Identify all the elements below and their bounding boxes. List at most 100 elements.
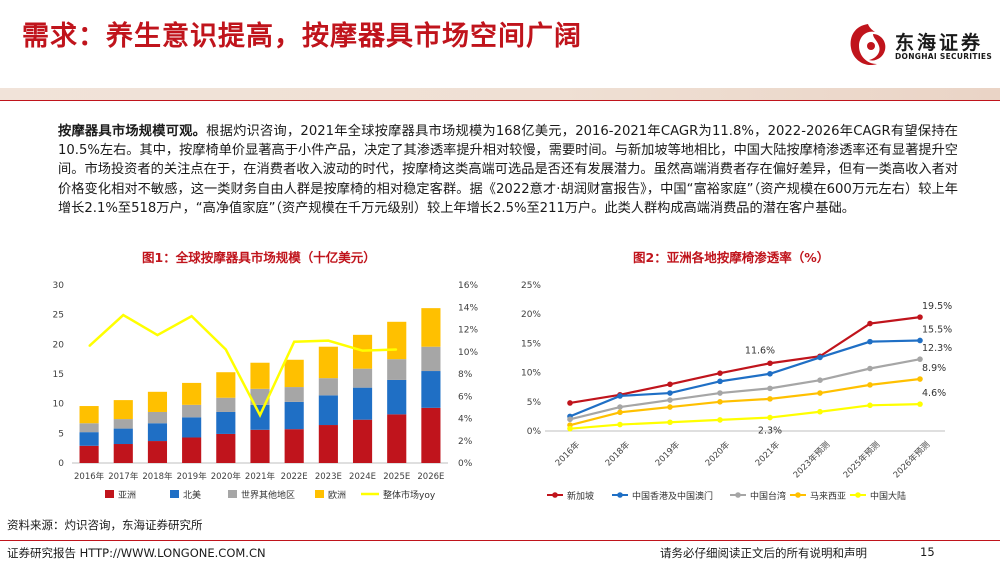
bar-segment — [113, 419, 133, 429]
bar-segment — [79, 432, 99, 446]
series-point — [717, 417, 723, 423]
legend-label: 亚洲 — [118, 490, 136, 501]
series-point — [817, 377, 823, 383]
bar-segment — [147, 441, 168, 463]
series-point — [917, 356, 923, 362]
logo-english-name: DONGHAI SECURITIES — [895, 52, 993, 61]
logo-chinese-name: 东海证券 — [895, 32, 984, 54]
bar-segment — [352, 419, 373, 463]
y-tick-label: 5% — [527, 398, 542, 408]
x-tick-label: 2022E — [281, 472, 308, 482]
series-point — [817, 390, 823, 396]
x-tick-label: 2020年 — [211, 471, 242, 482]
bar-segment — [216, 433, 236, 463]
series-point — [717, 390, 723, 396]
x-tick-label: 2024E — [349, 472, 376, 482]
y-tick-label: 25% — [521, 281, 541, 291]
yoy-point — [293, 341, 295, 343]
x-tick-label: 2021年 — [753, 439, 782, 468]
yoy-point — [362, 350, 364, 352]
x-tick-label: 2025年预测 — [841, 439, 882, 480]
page-number: 15 — [920, 545, 935, 559]
legend-swatch — [170, 490, 179, 498]
y-right-tick-label: 12% — [458, 326, 478, 336]
series-point — [567, 425, 573, 432]
x-tick-label: 2019年 — [653, 439, 682, 468]
y-right-tick-label: 16% — [458, 281, 478, 291]
data-label: 4.6% — [922, 388, 946, 399]
data-label: 19.5% — [922, 301, 952, 312]
x-tick-label: 2019年 — [177, 471, 208, 482]
series-point — [567, 400, 573, 406]
x-tick-label: 2026E — [417, 472, 444, 482]
legend-marker — [617, 492, 623, 498]
y-tick-label: 10% — [521, 369, 541, 379]
bar-segment — [216, 411, 236, 434]
legend-marker — [552, 492, 558, 498]
series-point — [617, 404, 623, 410]
bar-segment — [387, 379, 407, 415]
y-tick-label: 15% — [521, 339, 541, 349]
series-point — [867, 402, 873, 409]
bar-segment — [318, 378, 338, 396]
y-right-tick-label: 4% — [458, 415, 473, 425]
header-band — [0, 88, 1000, 100]
series-line — [569, 377, 921, 427]
series-line — [569, 316, 921, 405]
series-point — [917, 314, 923, 320]
series-line — [569, 403, 921, 430]
legend-swatch — [105, 490, 114, 498]
series-point — [767, 396, 773, 402]
yoy-point — [396, 349, 398, 351]
y-left-tick-label: 5 — [58, 429, 64, 439]
footer-disclaimer: 请务必仔细阅读正文后的所有说明和声明 — [660, 546, 867, 560]
series-point — [667, 381, 673, 388]
bar-segment — [352, 387, 373, 420]
x-tick-label: 2020年 — [703, 439, 732, 468]
legend-label: 中国大陆 — [870, 490, 906, 502]
legend-label: 中国香港及中国澳门 — [632, 490, 713, 502]
legend-marker — [855, 492, 861, 498]
series-point — [867, 320, 873, 327]
series-point — [817, 354, 823, 361]
data-label: 12.3% — [922, 343, 952, 354]
x-tick-label: 2025E — [383, 472, 410, 482]
series-point — [867, 382, 873, 388]
figure2-chart: 0% 5% 10% 15% 20% 25% 2016年 2018年 2019年 2020年 2021… — [521, 281, 952, 502]
data-label: 15.5% — [922, 324, 952, 335]
bar-segment — [147, 411, 168, 424]
bar-segment — [284, 429, 304, 463]
bar-segment — [284, 387, 304, 402]
bar-segment — [79, 445, 99, 463]
bar-segment — [284, 359, 304, 388]
bar-segment — [352, 368, 373, 388]
yoy-line — [88, 313, 397, 418]
bar-segment — [182, 404, 202, 418]
legend-marker — [795, 492, 801, 498]
y-right-tick-label: 10% — [458, 348, 478, 358]
series-point — [767, 385, 773, 392]
bar-segment — [79, 423, 99, 433]
yoy-point — [88, 345, 90, 347]
series-point — [567, 416, 573, 423]
series-line — [569, 358, 921, 421]
bar-segment — [113, 428, 133, 445]
series-point — [717, 399, 723, 405]
bar-segment — [387, 321, 407, 360]
paragraph-text: 根据灼识咨询，2021年全球按摩器具市场规模为168亿美元，2016-2021年… — [58, 124, 958, 216]
legend-label: 北美 — [183, 489, 201, 501]
legend-label: 整体市场yoy — [383, 489, 436, 501]
header-divider — [0, 100, 1000, 101]
series-point — [767, 370, 773, 377]
page-title: 需求：养生意识提高，按摩器具市场空间广阔 — [22, 21, 582, 52]
data-label: 8.9% — [922, 363, 946, 374]
dragon-logo-icon — [850, 24, 886, 66]
bar-segment — [421, 371, 441, 408]
series-point — [917, 337, 923, 344]
yoy-point — [259, 414, 261, 416]
bar-segment — [421, 407, 441, 463]
bar-segment — [421, 308, 441, 347]
y-right-tick-label: 2% — [458, 437, 473, 447]
series-point — [667, 419, 673, 426]
y-tick-label: 20% — [521, 310, 541, 320]
